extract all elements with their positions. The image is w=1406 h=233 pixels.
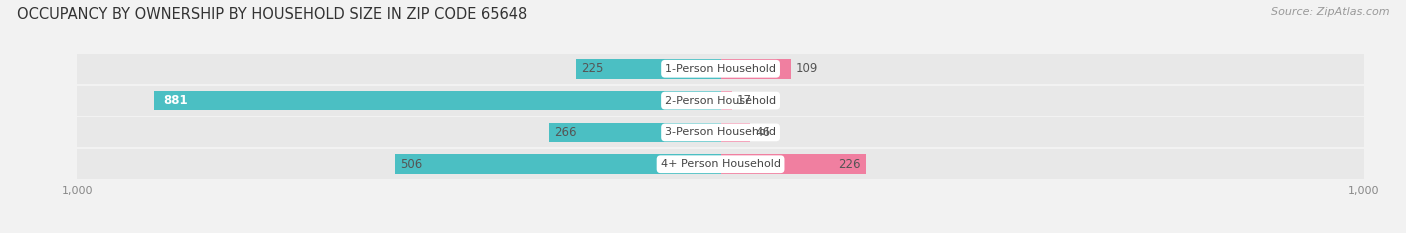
Text: 225: 225 <box>581 62 603 75</box>
Bar <box>721 59 790 79</box>
Text: 17: 17 <box>737 94 752 107</box>
Text: 4+ Person Household: 4+ Person Household <box>661 159 780 169</box>
Bar <box>721 123 751 142</box>
Bar <box>77 86 1364 116</box>
Bar <box>576 59 721 79</box>
Bar <box>721 91 731 110</box>
Text: Source: ZipAtlas.com: Source: ZipAtlas.com <box>1271 7 1389 17</box>
Bar <box>395 154 721 174</box>
Text: 3-Person Household: 3-Person Household <box>665 127 776 137</box>
Bar <box>77 117 1364 147</box>
Bar <box>77 149 1364 179</box>
Bar <box>153 91 721 110</box>
Text: 506: 506 <box>401 158 422 171</box>
Text: OCCUPANCY BY OWNERSHIP BY HOUSEHOLD SIZE IN ZIP CODE 65648: OCCUPANCY BY OWNERSHIP BY HOUSEHOLD SIZE… <box>17 7 527 22</box>
Text: 2-Person Household: 2-Person Household <box>665 96 776 106</box>
Text: 1-Person Household: 1-Person Household <box>665 64 776 74</box>
Text: 881: 881 <box>163 94 188 107</box>
Bar <box>550 123 721 142</box>
Text: 109: 109 <box>796 62 818 75</box>
Bar <box>721 154 866 174</box>
Text: 226: 226 <box>838 158 860 171</box>
Text: 46: 46 <box>755 126 770 139</box>
Text: 266: 266 <box>554 126 576 139</box>
Bar <box>77 54 1364 84</box>
